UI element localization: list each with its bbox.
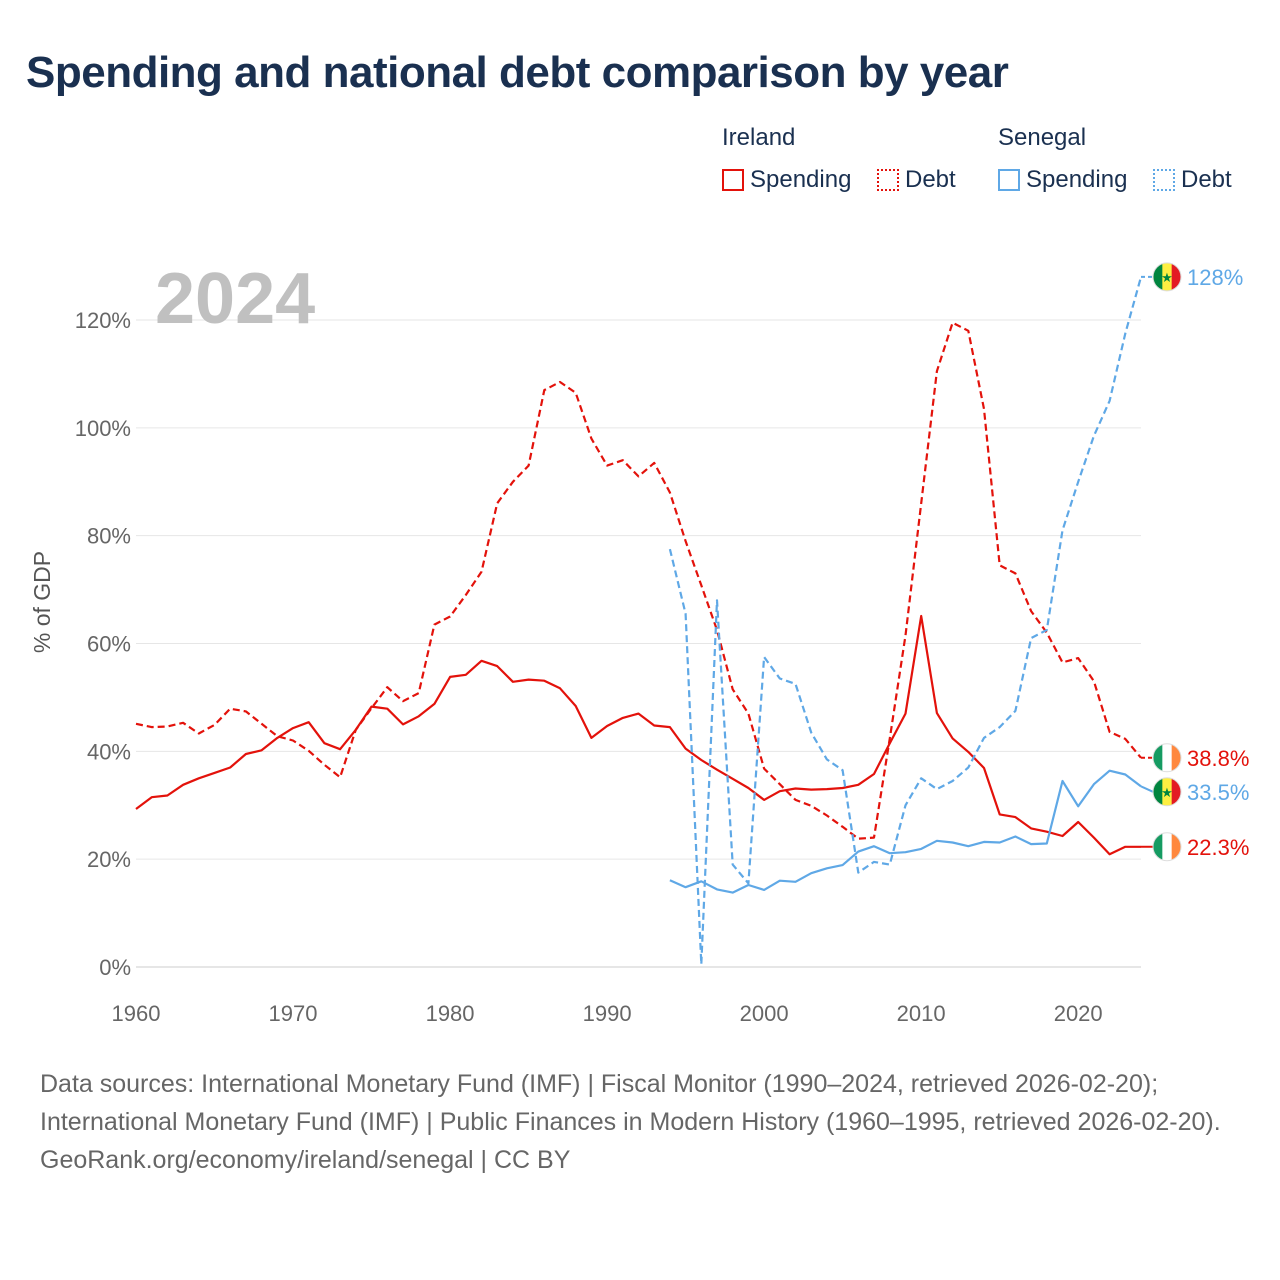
senegal-flag-icon: ★ bbox=[1152, 777, 1182, 807]
y-tick-label: 100% bbox=[75, 416, 131, 441]
legend-senegal-debt[interactable]: Debt bbox=[1153, 166, 1232, 194]
y-axis-label: % of GDP bbox=[29, 551, 55, 653]
legend-ireland-heading: Ireland bbox=[722, 124, 796, 151]
legend-ireland-debt-swatch bbox=[877, 169, 899, 191]
ireland-flag-icon bbox=[1152, 743, 1182, 773]
data-sources: Data sources: International Monetary Fun… bbox=[40, 1070, 1221, 1136]
legend-senegal-spending-swatch bbox=[998, 169, 1020, 191]
series-line-senegal-debt[interactable] bbox=[668, 276, 1143, 966]
series-line-ireland-debt[interactable] bbox=[135, 321, 1142, 840]
credit-link[interactable]: GeoRank.org/economy/ireland/senegal | CC… bbox=[40, 1146, 571, 1174]
legend-ireland-spending[interactable]: Spending bbox=[722, 166, 851, 194]
legend-ireland-debt[interactable]: Debt bbox=[877, 166, 956, 194]
x-tick-label: 1980 bbox=[426, 1001, 475, 1026]
end-value-label: 33.5% bbox=[1187, 780, 1249, 805]
y-tick-label: 80% bbox=[87, 524, 131, 549]
chart-title: Spending and national debt comparison by… bbox=[26, 48, 1009, 97]
legend-ireland-debt-label: Debt bbox=[905, 166, 956, 193]
year-watermark: 2024 bbox=[155, 259, 315, 339]
legend-ireland-spending-swatch bbox=[722, 169, 744, 191]
ireland-flag-icon bbox=[1152, 832, 1182, 862]
chart-area: 0% 20% 40% 60% 80% 100% 120% 1960 1970 1980 1990 20… bbox=[29, 259, 1249, 1026]
end-value-label: 38.8% bbox=[1187, 746, 1249, 771]
end-value-label: 128% bbox=[1187, 265, 1243, 290]
legend-senegal-spending-label: Spending bbox=[1026, 166, 1128, 193]
y-tick-label: 0% bbox=[99, 955, 131, 980]
end-connector bbox=[1140, 785, 1154, 793]
y-tick-label: 60% bbox=[87, 632, 131, 657]
legend-senegal-debt-swatch bbox=[1153, 169, 1175, 191]
y-tick-label: 120% bbox=[75, 308, 131, 333]
legend-senegal-heading: Senegal bbox=[998, 124, 1087, 151]
svg-text:★: ★ bbox=[1161, 786, 1173, 801]
footer: Data sources: International Monetary Fun… bbox=[40, 1065, 1240, 1179]
x-tick-label: 1960 bbox=[112, 1001, 161, 1026]
legend-senegal-spending[interactable]: Spending bbox=[998, 166, 1127, 194]
senegal-flag-icon: ★ bbox=[1152, 262, 1182, 292]
end-value-label: 22.3% bbox=[1187, 835, 1249, 860]
x-tick-label: 2020 bbox=[1054, 1001, 1103, 1026]
x-tick-label: 2010 bbox=[897, 1001, 946, 1026]
y-tick-label: 40% bbox=[87, 739, 131, 764]
x-tick-label: 1970 bbox=[269, 1001, 318, 1026]
legend-senegal-debt-label: Debt bbox=[1181, 166, 1232, 193]
series-line-senegal-spending[interactable] bbox=[669, 769, 1142, 894]
svg-text:★: ★ bbox=[1161, 271, 1173, 286]
legend-ireland-spending-label: Spending bbox=[750, 166, 852, 193]
x-tick-label: 2000 bbox=[740, 1001, 789, 1026]
x-tick-label: 1990 bbox=[583, 1001, 632, 1026]
y-tick-label: 20% bbox=[87, 847, 131, 872]
series-line-ireland-spending[interactable] bbox=[135, 614, 1141, 856]
